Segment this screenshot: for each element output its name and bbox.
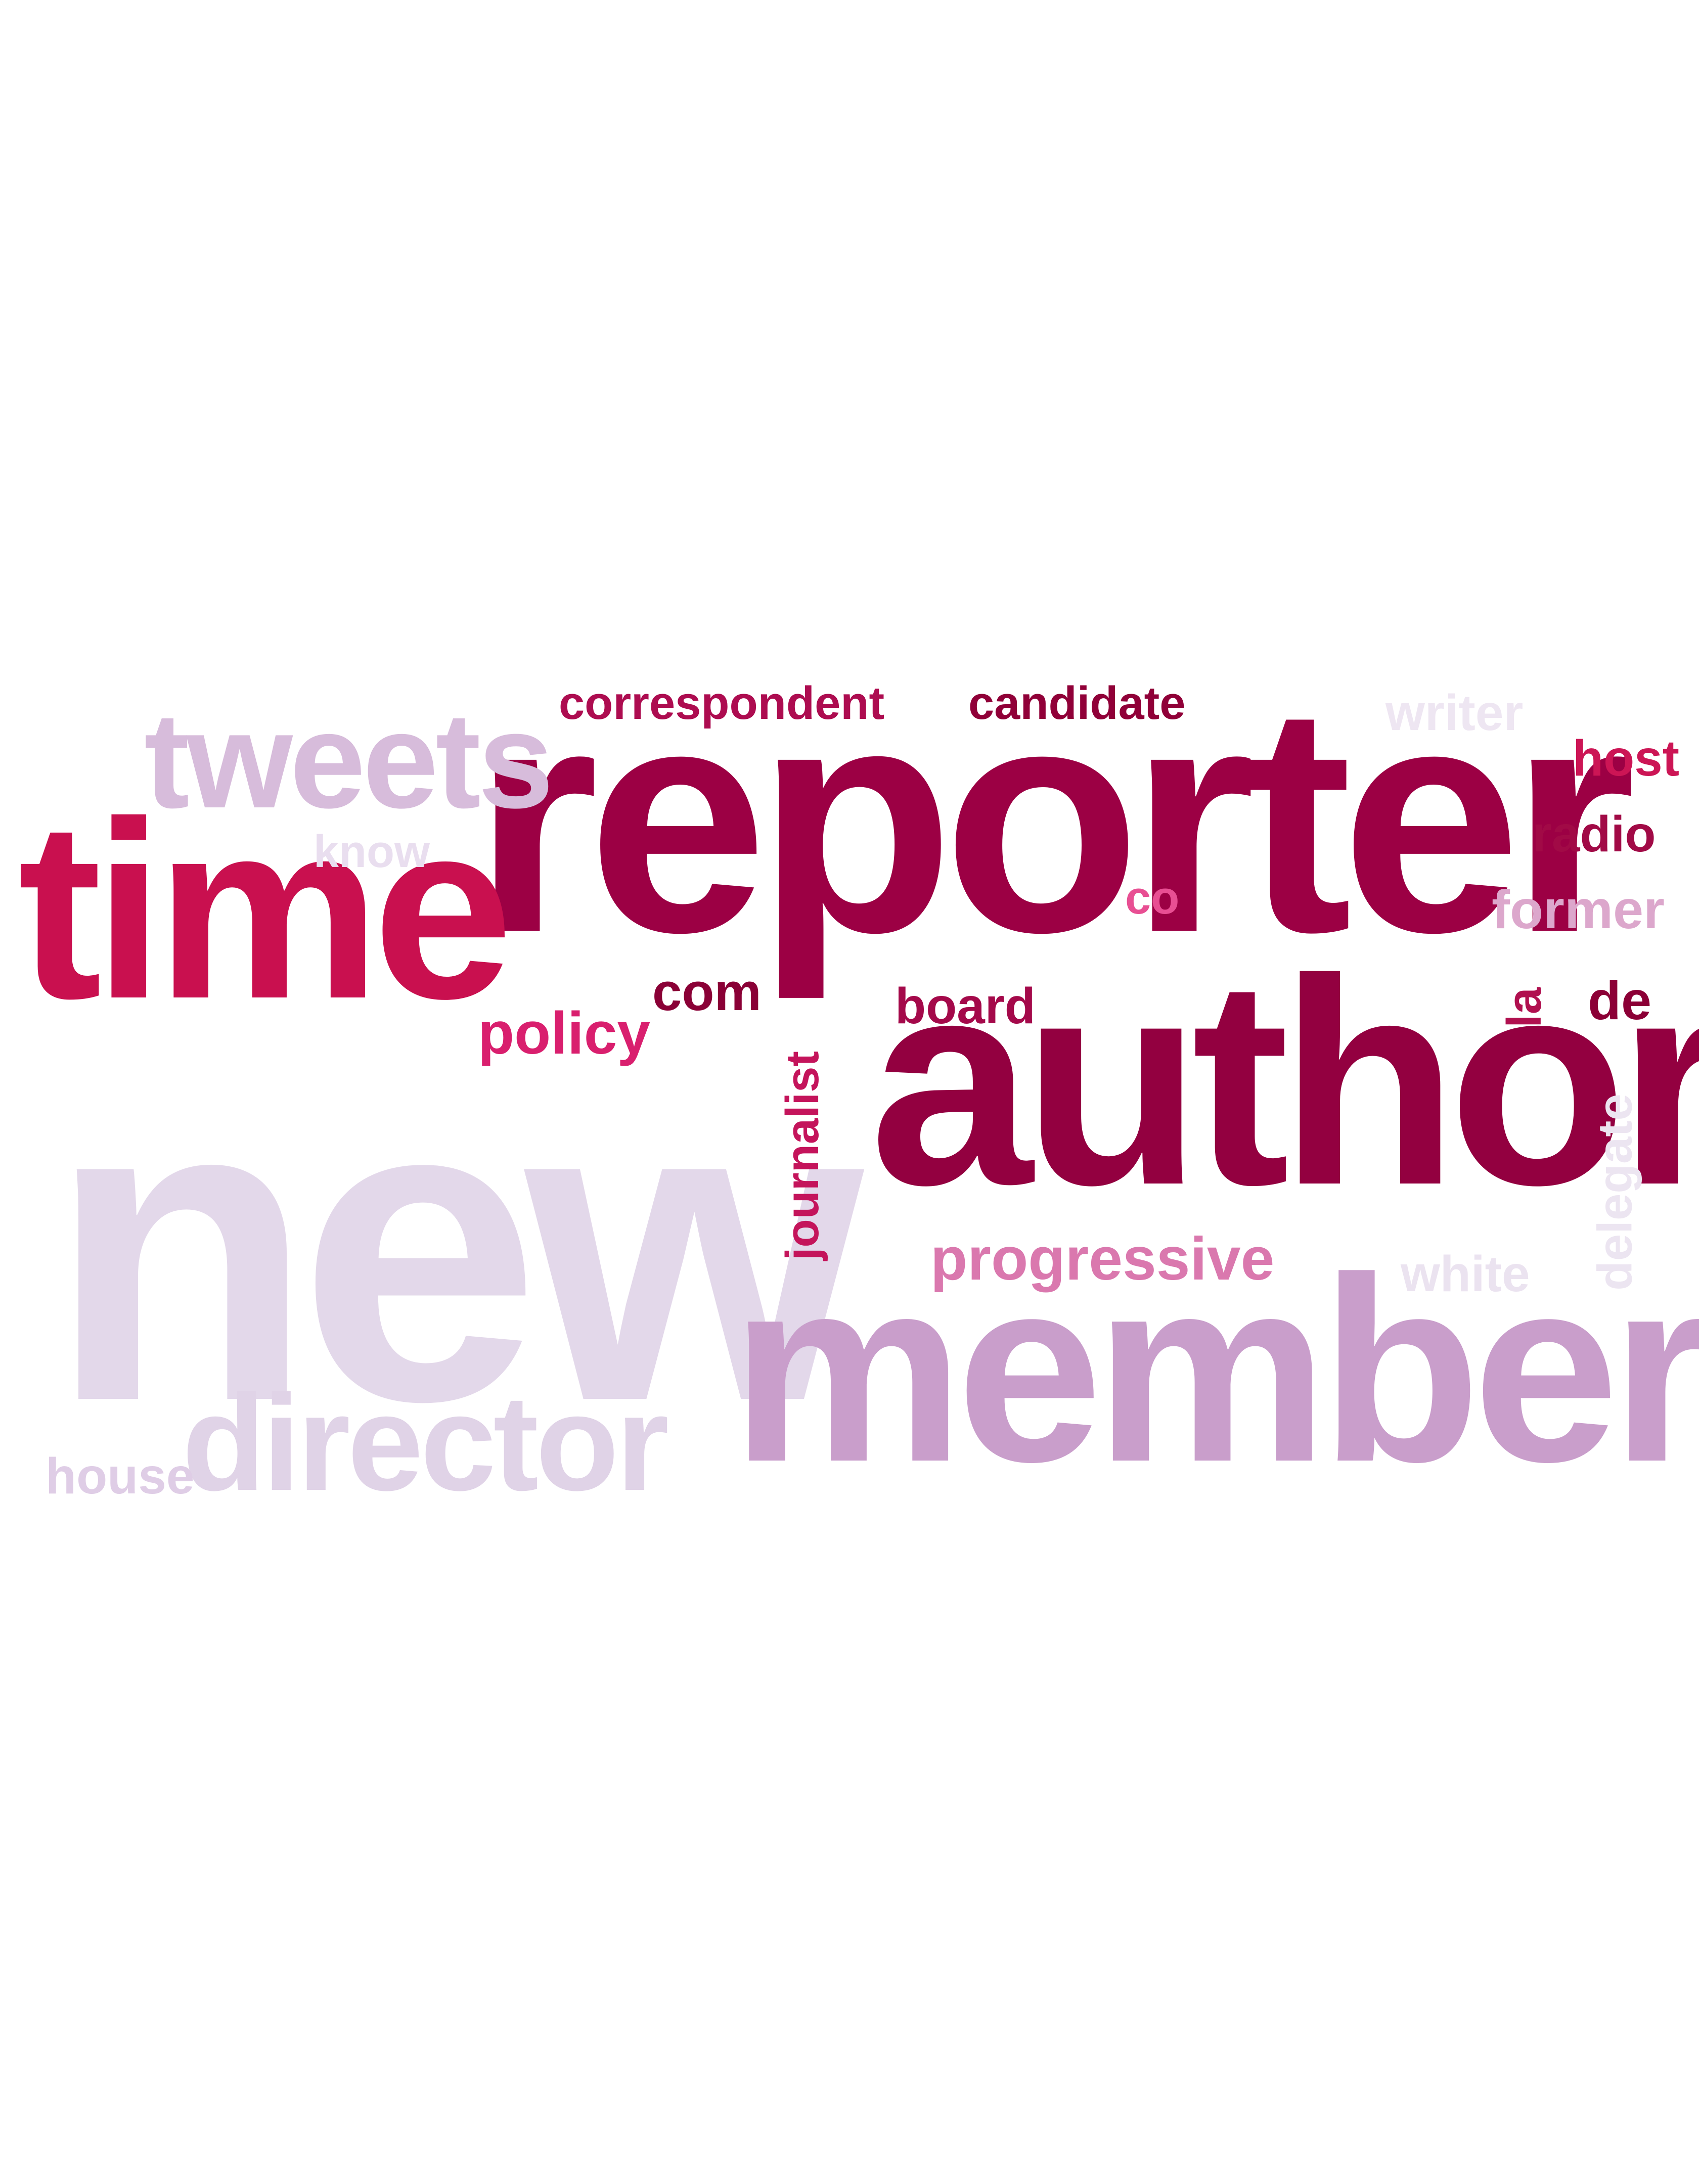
word-reporter: reporter <box>473 638 1636 999</box>
word-house: house <box>46 1448 195 1505</box>
word-radio: radio <box>1532 806 1656 862</box>
word-time: time <box>18 768 513 1051</box>
word-candidate: candidate <box>968 677 1186 729</box>
word-correspondent: correspondent <box>559 677 885 729</box>
word-board: board <box>895 978 1036 1034</box>
word-author: author <box>870 918 1699 1246</box>
word-journalist: journalist <box>777 1051 829 1261</box>
word-former: former <box>1492 879 1665 940</box>
word-host: host <box>1573 730 1680 787</box>
word-progressive: progressive <box>930 1225 1275 1293</box>
word-member: member <box>731 1223 1699 1517</box>
word-writer: writer <box>1385 685 1524 741</box>
word-co: co <box>1125 872 1180 924</box>
word-la: la <box>1497 987 1552 1028</box>
word-director: director <box>182 1367 669 1519</box>
word-policy: policy <box>478 1000 650 1067</box>
word-com: com <box>652 963 762 1022</box>
word-new: new <box>48 1006 864 1491</box>
word-know: know <box>314 827 430 877</box>
word-tweets: tweets <box>144 685 554 837</box>
word-white: white <box>1401 1246 1530 1302</box>
word-de: de <box>1588 970 1652 1031</box>
word-delegate: delegate <box>1588 1094 1642 1291</box>
